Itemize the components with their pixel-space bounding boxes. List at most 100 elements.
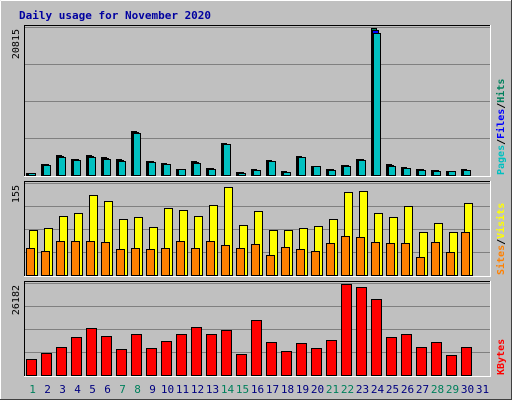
- bar-pages-day-28: [433, 171, 441, 176]
- bar-pages-day-3: [58, 157, 66, 176]
- bar-sites-day-30: [461, 232, 470, 276]
- legend-entry: Pages: [496, 145, 507, 175]
- bar-sites-day-2: [41, 251, 50, 276]
- x-tick-label-day-15: 15: [236, 383, 249, 396]
- bar-kbytes-day-15: [236, 354, 247, 376]
- bar-sites-day-26: [401, 243, 410, 276]
- y-axis-max-label: 20815: [11, 29, 22, 59]
- x-tick-label-day-31: 31: [476, 383, 489, 396]
- x-tick-label-day-10: 10: [161, 383, 174, 396]
- x-tick-label-day-9: 9: [149, 383, 156, 396]
- x-tick-label-day-19: 19: [296, 383, 309, 396]
- panel-kbytes: 26182 KBytes: [11, 281, 507, 377]
- bar-sites-day-9: [146, 249, 155, 276]
- bar-pages-day-6: [103, 159, 111, 176]
- bar-kbytes-day-12: [191, 327, 202, 376]
- x-tick-label-day-20: 20: [311, 383, 324, 396]
- bar-kbytes-day-14: [221, 330, 232, 376]
- x-tick-label-day-26: 26: [401, 383, 414, 396]
- bar-kbytes-day-2: [41, 353, 52, 376]
- x-tick-label-day-18: 18: [281, 383, 294, 396]
- x-tick-label-day-5: 5: [89, 383, 96, 396]
- bar-pages-day-11: [178, 169, 186, 176]
- bar-kbytes-day-16: [251, 320, 262, 376]
- bar-sites-day-12: [191, 248, 200, 276]
- bar-pages-day-13: [208, 169, 216, 176]
- y-axis-max-label: 155: [11, 185, 22, 203]
- legend-entry: /: [496, 103, 507, 109]
- x-tick-label-day-8: 8: [134, 383, 141, 396]
- x-tick-label-day-27: 27: [416, 383, 429, 396]
- bar-kbytes-day-11: [176, 334, 187, 376]
- bar-sites-day-4: [71, 241, 80, 276]
- bar-pages-day-18: [283, 172, 291, 176]
- legend-visits-sites: Sites/Visits: [495, 203, 507, 275]
- bar-sites-day-20: [311, 251, 320, 276]
- legend-entry: Visits: [495, 203, 507, 239]
- bar-kbytes-day-3: [56, 347, 67, 376]
- bar-kbytes-day-19: [296, 343, 307, 376]
- x-tick-label-day-12: 12: [191, 383, 204, 396]
- bar-sites-day-25: [386, 243, 395, 276]
- x-tick-label-day-4: 4: [74, 383, 81, 396]
- bar-sites-day-18: [281, 247, 290, 276]
- bar-pages-day-4: [73, 160, 81, 176]
- bar-sites-day-10: [161, 248, 170, 276]
- bar-sites-day-7: [116, 249, 125, 276]
- bar-sites-day-5: [86, 241, 95, 276]
- bar-kbytes-day-30: [461, 347, 472, 376]
- bar-pages-day-22: [343, 166, 351, 176]
- bar-pages-day-14: [223, 144, 231, 176]
- bar-sites-day-1: [26, 248, 35, 276]
- bar-pages-day-9: [148, 162, 156, 176]
- bar-kbytes-day-22: [341, 284, 352, 376]
- bar-kbytes-day-8: [131, 334, 142, 376]
- x-tick-label-day-16: 16: [251, 383, 264, 396]
- bar-kbytes-day-29: [446, 355, 457, 376]
- legend-entry: /: [496, 239, 507, 245]
- bar-sites-day-15: [236, 248, 245, 276]
- bar-sites-day-13: [206, 241, 215, 276]
- legend-entry: Files: [495, 109, 507, 139]
- panel-visits-sites: 155 Sites/Visits: [11, 181, 507, 277]
- bar-kbytes-day-5: [86, 328, 97, 376]
- x-tick-label-day-13: 13: [206, 383, 219, 396]
- bar-sites-day-14: [221, 245, 230, 276]
- bar-pages-day-15: [238, 173, 246, 176]
- legend-kbytes: KBytes: [496, 339, 507, 375]
- bar-pages-day-5: [88, 157, 96, 176]
- bar-pages-day-21: [328, 170, 336, 176]
- bar-kbytes-day-26: [401, 334, 412, 376]
- bar-pages-day-24: [373, 33, 381, 176]
- legend-entry: KBytes: [496, 339, 507, 375]
- bar-kbytes-day-17: [266, 342, 277, 376]
- x-tick-label-day-17: 17: [266, 383, 279, 396]
- bar-kbytes-day-4: [71, 337, 82, 376]
- bar-pages-day-27: [418, 170, 426, 176]
- legend-entry: Hits: [495, 79, 507, 103]
- bar-kbytes-day-24: [371, 299, 382, 376]
- bar-kbytes-day-18: [281, 351, 292, 376]
- legend-entry: Sites: [495, 245, 507, 275]
- bar-sites-day-11: [176, 241, 185, 276]
- bar-sites-day-29: [446, 252, 455, 276]
- bar-pages-day-19: [298, 157, 306, 176]
- bar-pages-day-26: [403, 168, 411, 176]
- bar-kbytes-day-6: [101, 336, 112, 376]
- bar-pages-day-17: [268, 161, 276, 176]
- x-tick-label-day-1: 1: [29, 383, 36, 396]
- bar-pages-day-12: [193, 163, 201, 176]
- bar-pages-day-20: [313, 166, 321, 176]
- bar-pages-day-8: [133, 133, 141, 176]
- x-tick-label-day-22: 22: [341, 383, 354, 396]
- bar-sites-day-8: [131, 248, 140, 276]
- y-axis-max-label: 26182: [11, 285, 22, 315]
- bar-pages-day-25: [388, 166, 396, 176]
- x-tick-label-day-28: 28: [431, 383, 444, 396]
- bar-kbytes-day-21: [326, 340, 337, 376]
- bar-pages-day-7: [118, 161, 126, 176]
- x-tick-label-day-25: 25: [386, 383, 399, 396]
